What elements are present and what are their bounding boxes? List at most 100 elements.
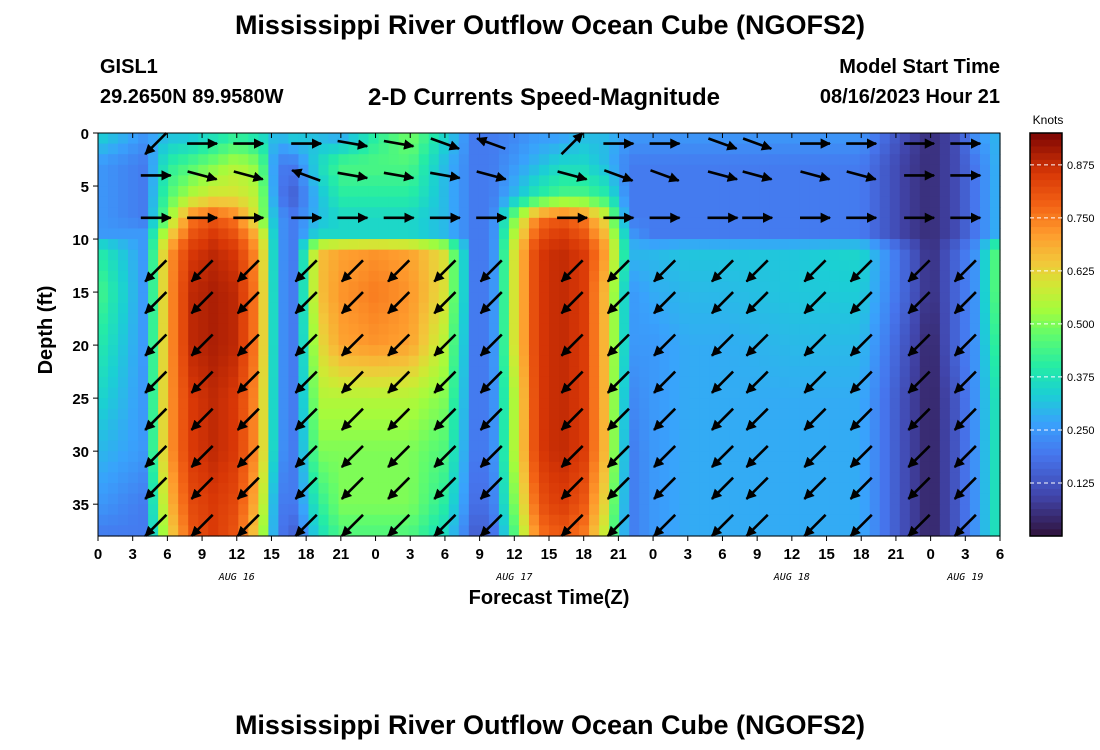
heatmap-cell	[679, 504, 690, 516]
heatmap-cell	[789, 207, 801, 219]
heatmap-cell	[639, 323, 650, 336]
heatmap-cell	[128, 292, 139, 304]
heatmap-cell	[528, 387, 540, 399]
heatmap-cell	[538, 429, 550, 442]
heatmap-cell	[739, 355, 751, 367]
heatmap-cell	[869, 451, 881, 463]
heatmap-cell	[939, 504, 951, 516]
heatmap-cell	[869, 186, 881, 198]
heatmap-cell	[508, 461, 520, 473]
heatmap-cell	[168, 239, 179, 251]
heatmap-cell	[989, 270, 1001, 283]
heatmap-cell	[889, 472, 901, 484]
heatmap-cell	[899, 207, 911, 219]
heatmap-cell	[298, 175, 310, 187]
heatmap-cell	[398, 228, 410, 240]
heatmap-cell	[759, 451, 771, 463]
heatmap-cell	[528, 133, 540, 145]
heatmap-cell	[308, 355, 320, 367]
heatmap-cell	[248, 451, 259, 463]
heatmap-cell	[408, 408, 420, 420]
heatmap-cell	[599, 196, 610, 208]
heatmap-cell	[428, 186, 440, 198]
heatmap-cell	[418, 345, 430, 357]
heatmap-cell	[869, 398, 881, 410]
heatmap-cell	[869, 143, 881, 155]
heatmap-cell	[749, 249, 761, 261]
heatmap-cell	[879, 514, 891, 526]
heatmap-cell	[839, 164, 851, 177]
heatmap-cell	[398, 154, 410, 166]
current-vector-arrow	[479, 333, 503, 357]
heatmap-cell	[508, 217, 520, 230]
heatmap-cell	[218, 133, 229, 145]
heatmap-cell	[749, 143, 761, 155]
heatmap-cell	[769, 398, 781, 410]
heatmap-cell	[288, 196, 300, 208]
heatmap-cell	[128, 472, 139, 484]
current-vector-arrow	[294, 444, 318, 469]
heatmap-cell	[889, 239, 901, 251]
heatmap-cell	[468, 472, 480, 484]
heatmap-cell	[679, 260, 690, 272]
heatmap-cell	[669, 260, 680, 272]
heatmap-cell	[308, 334, 320, 346]
heatmap-cell	[248, 143, 259, 155]
heatmap-cell	[308, 228, 320, 240]
heatmap-cell	[609, 366, 620, 378]
heatmap-cell	[458, 334, 470, 346]
heatmap-cell	[899, 217, 911, 230]
heatmap-cell	[238, 514, 249, 526]
heatmap-cell	[799, 429, 811, 442]
heatmap-cell	[869, 429, 881, 442]
heatmap-cell	[629, 207, 640, 219]
heatmap-cell	[258, 451, 269, 463]
heatmap-cell	[879, 313, 891, 325]
heatmap-cell	[889, 207, 901, 219]
current-vector-arrow	[557, 170, 588, 182]
heatmap-cell	[819, 143, 831, 155]
heatmap-cell	[579, 260, 590, 272]
heatmap-cell	[929, 398, 941, 410]
heatmap-cell	[659, 260, 670, 272]
heatmap-cell	[418, 260, 430, 272]
heatmap-cell	[318, 429, 330, 442]
heatmap-cell	[128, 164, 139, 177]
heatmap-cell	[859, 143, 871, 155]
heatmap-cell	[669, 355, 680, 367]
heatmap-cell	[589, 154, 600, 166]
current-vector-arrow	[387, 291, 411, 315]
heatmap-cell	[138, 175, 149, 187]
heatmap-cell	[989, 514, 1001, 526]
heatmap-cell	[829, 461, 841, 473]
heatmap-cell	[939, 334, 951, 346]
heatmap-cell	[559, 164, 570, 177]
heatmap-cell	[699, 207, 710, 219]
heatmap-cell	[218, 217, 229, 230]
heatmap-cell	[769, 228, 781, 240]
heatmap-cell	[569, 504, 580, 516]
heatmap-cell	[348, 440, 360, 452]
heatmap-cell	[408, 482, 420, 495]
heatmap-cell	[889, 376, 901, 389]
heatmap-cell	[819, 196, 831, 208]
heatmap-cell	[288, 429, 300, 442]
heatmap-cell	[318, 313, 330, 325]
current-vector-arrow	[803, 259, 827, 283]
heatmap-cell	[879, 472, 891, 484]
heatmap-cell	[789, 164, 801, 177]
heatmap-cell	[138, 334, 149, 346]
heatmap-cell	[118, 186, 129, 198]
heatmap-cell	[518, 419, 530, 431]
heatmap-cell	[458, 355, 470, 367]
heatmap-cell	[699, 355, 710, 367]
heatmap-cell	[418, 461, 430, 473]
heatmap-cell	[709, 408, 720, 420]
colorbar-segment	[1030, 455, 1062, 463]
heatmap-cell	[98, 207, 109, 219]
heatmap-cell	[779, 186, 791, 198]
heatmap-cell	[629, 366, 640, 378]
heatmap-cell	[739, 281, 751, 293]
heatmap-cell	[348, 387, 360, 399]
heatmap-cell	[869, 260, 881, 272]
